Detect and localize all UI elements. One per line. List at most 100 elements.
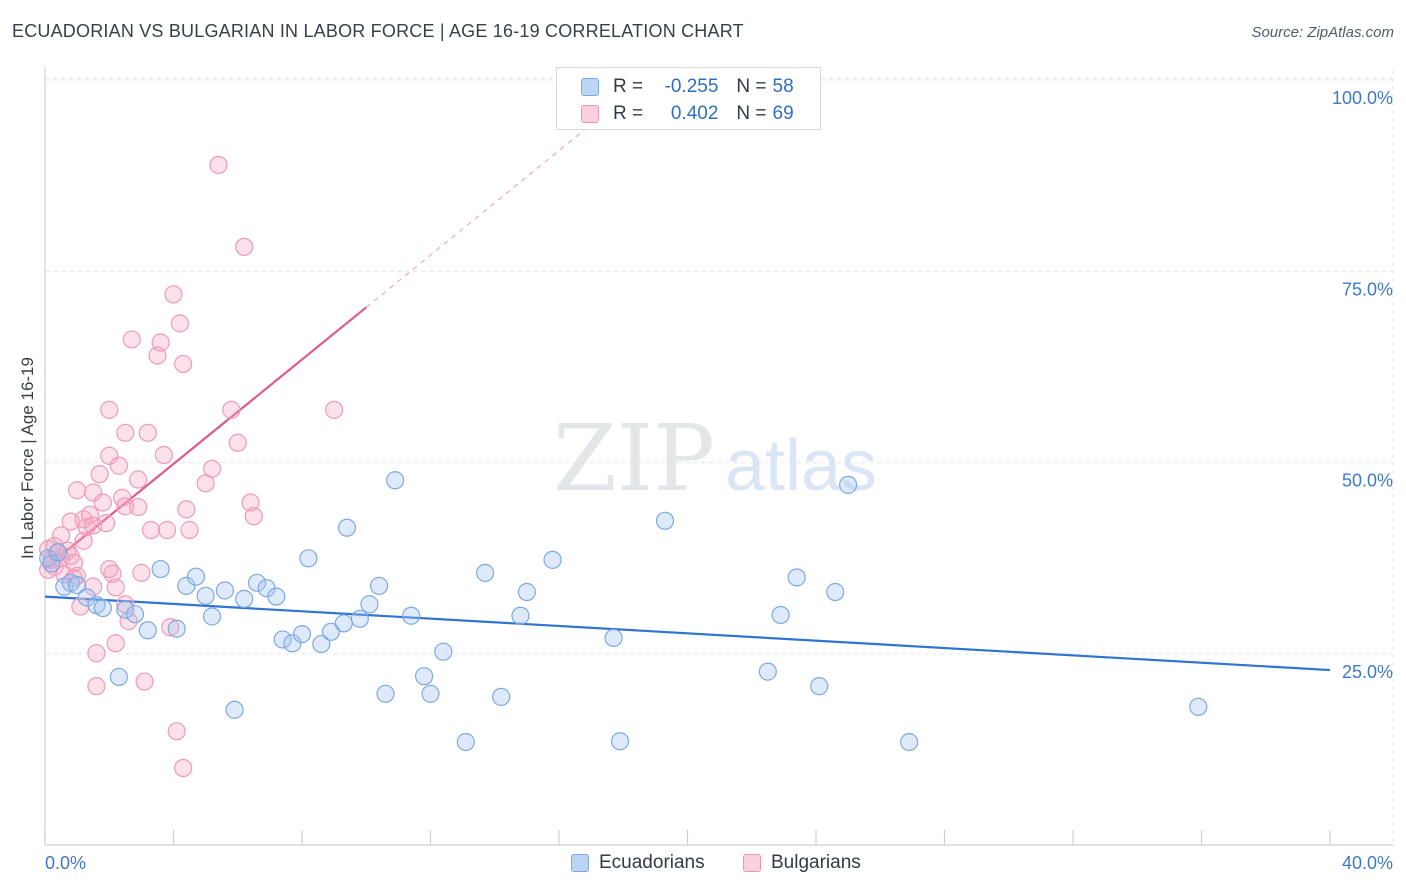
point-ecuadorian <box>350 609 369 628</box>
point-ecuadorian <box>138 621 157 640</box>
point-ecuadorian <box>492 687 511 706</box>
y-tick-label: 100.0% <box>1332 88 1393 108</box>
ecuadorian-points <box>39 471 1208 752</box>
legend-r-value: 0.402 <box>670 103 719 124</box>
legend-swatch-ecuadorians <box>581 78 599 96</box>
point-bulgarian <box>164 285 183 304</box>
point-ecuadorian <box>273 630 292 649</box>
legend-row-bulgarians: R = 0.402 N = 69 <box>581 102 794 126</box>
point-ecuadorian <box>202 607 222 626</box>
y-tick-label: 75.0% <box>1342 279 1393 299</box>
point-bulgarian <box>87 644 106 663</box>
source-label: Source: ZipAtlas.com <box>1251 24 1394 41</box>
legend-r-value: -0.255 <box>664 76 719 97</box>
point-ecuadorian <box>68 576 87 595</box>
point-bulgarian <box>209 155 228 175</box>
legend-row-ecuadorians: R = -0.255 N = 58 <box>581 75 794 99</box>
point-bulgarian <box>96 514 116 533</box>
point-ecuadorian <box>39 549 58 568</box>
point-bulgarian <box>93 493 112 512</box>
point-ecuadorian <box>900 732 919 752</box>
legend-r-label: R = <box>613 103 644 124</box>
trend-bulgarians <box>44 306 367 570</box>
legend-swatch-bulgarians <box>743 854 761 872</box>
point-ecuadorian <box>42 554 61 573</box>
trend-lines <box>44 110 1331 672</box>
watermark-atlas: atlas <box>725 426 877 506</box>
point-bulgarian <box>100 400 119 419</box>
point-bulgarian <box>106 578 125 597</box>
point-bulgarian <box>84 483 103 502</box>
point-ecuadorian <box>235 589 254 608</box>
point-bulgarian <box>135 672 154 691</box>
point-bulgarian <box>222 400 241 419</box>
point-ecuadorian <box>334 614 353 633</box>
point-bulgarian <box>177 500 196 519</box>
point-bulgarian <box>141 520 161 540</box>
legend-label-ecuadorians: Ecuadorians <box>599 852 705 873</box>
point-bulgarian <box>132 563 151 582</box>
trend-ecuadorians <box>44 595 1331 672</box>
point-bulgarian <box>116 497 135 516</box>
point-bulgarian <box>174 354 193 374</box>
point-ecuadorian <box>414 667 434 686</box>
chart-title: ECUADORIAN VS BULGARIAN IN LABOR FORCE |… <box>12 21 744 41</box>
point-ecuadorian <box>360 595 379 614</box>
watermark: ZIP atlas <box>553 405 877 512</box>
point-bulgarian <box>129 470 148 489</box>
point-bulgarian <box>68 481 87 500</box>
point-bulgarian <box>87 677 106 696</box>
watermark-zip: ZIP <box>553 405 715 512</box>
bulgarian-points <box>39 155 344 778</box>
tick-labels: 25.0% 50.0% 75.0% 100.0% 0.0% 40.0% <box>45 88 1393 873</box>
y-tick-label: 50.0% <box>1342 471 1393 491</box>
point-ecuadorian <box>771 605 790 625</box>
point-bulgarian <box>151 333 170 352</box>
gridlines <box>45 70 1394 845</box>
point-ecuadorian <box>810 677 829 696</box>
point-bulgarian <box>129 497 148 517</box>
point-bulgarian <box>228 433 247 452</box>
x-tick-label: 0.0% <box>45 853 86 873</box>
point-ecuadorian <box>196 586 215 605</box>
legend-n-value: 58 <box>772 76 794 97</box>
point-ecuadorian <box>267 587 286 606</box>
point-ecuadorian <box>292 625 312 644</box>
point-ecuadorian <box>321 622 341 641</box>
point-ecuadorian <box>370 576 389 595</box>
legend-n-label: N = <box>736 103 767 124</box>
point-ecuadorian <box>758 662 777 681</box>
point-bulgarian <box>84 577 103 596</box>
y-axis-title: In Labor Force | Age 16-19 <box>18 357 37 559</box>
point-bulgarian <box>106 634 125 653</box>
point-bulgarian <box>138 423 157 442</box>
trend-bulgarians-extension <box>365 110 608 308</box>
point-ecuadorian <box>826 582 845 602</box>
point-ecuadorian <box>517 582 536 602</box>
point-ecuadorian <box>511 606 530 625</box>
point-ecuadorian <box>109 667 128 687</box>
point-ecuadorian <box>386 471 405 490</box>
point-ecuadorian <box>177 576 196 595</box>
legend-item-bulgarians: Bulgarians <box>743 852 861 874</box>
legend-label-bulgarians: Bulgarians <box>771 852 861 873</box>
point-ecuadorian <box>186 567 206 586</box>
point-ecuadorian <box>434 642 453 661</box>
point-ecuadorian <box>93 598 112 618</box>
point-ecuadorian <box>77 588 96 607</box>
point-ecuadorian <box>215 581 234 600</box>
point-ecuadorian <box>655 511 675 530</box>
point-bulgarian <box>244 507 263 526</box>
point-ecuadorian <box>421 684 440 703</box>
point-ecuadorian <box>1189 697 1208 716</box>
point-ecuadorian <box>48 543 67 562</box>
point-bulgarian <box>116 423 135 442</box>
point-ecuadorian <box>247 573 267 592</box>
point-ecuadorian <box>456 732 475 752</box>
point-bulgarian <box>80 505 100 524</box>
point-bulgarian <box>157 520 177 540</box>
point-ecuadorian <box>610 732 630 751</box>
point-bulgarian <box>100 446 119 465</box>
point-bulgarian <box>71 597 90 616</box>
